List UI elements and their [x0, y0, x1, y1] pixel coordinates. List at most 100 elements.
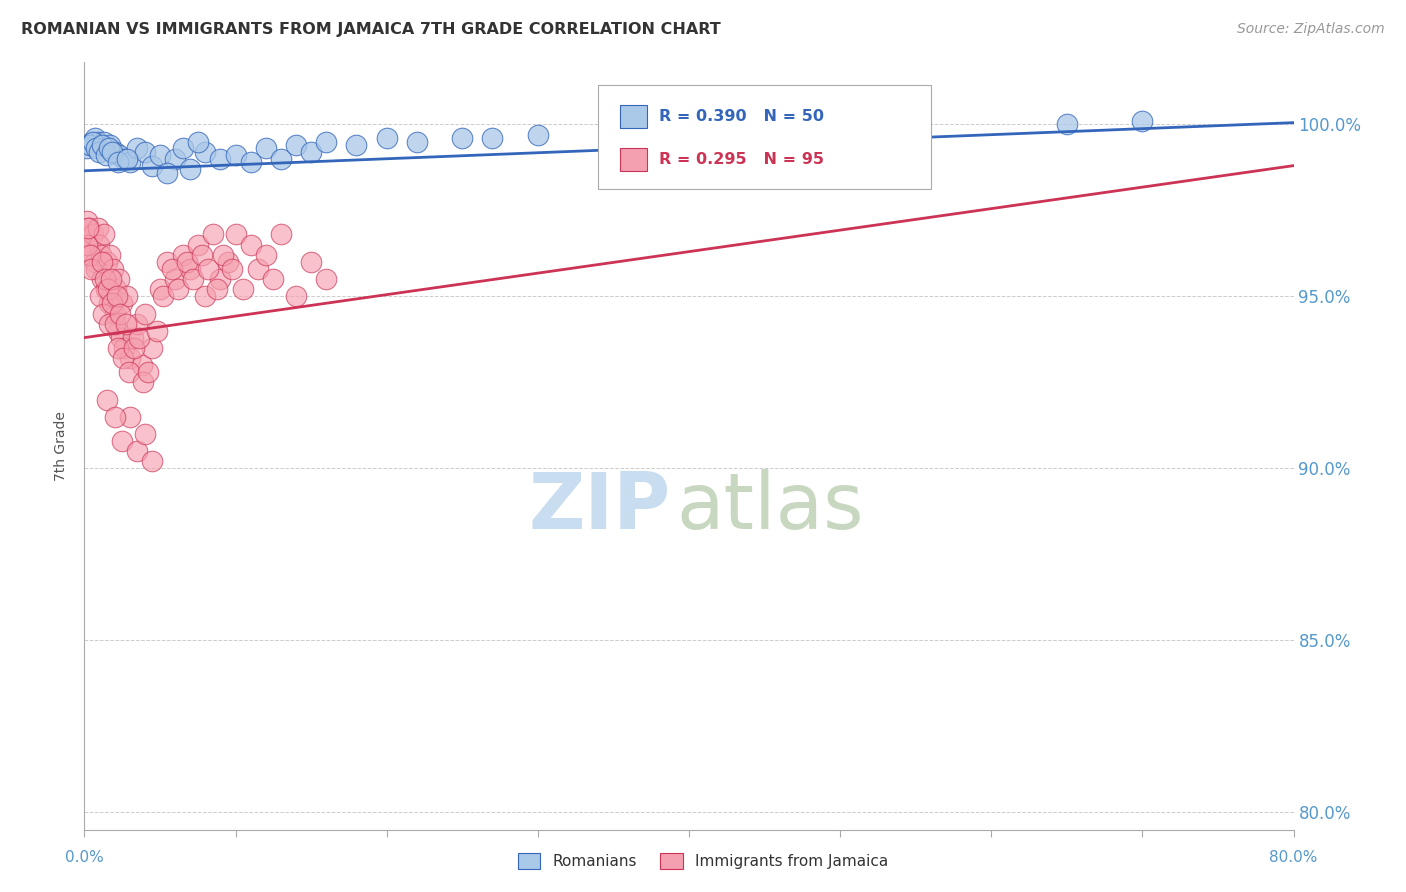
Point	[134, 145, 156, 159]
Point	[104, 145, 127, 159]
Point	[76, 213, 98, 227]
Point	[80, 261, 103, 276]
Point	[156, 255, 179, 269]
Point	[94, 272, 117, 286]
Point	[172, 141, 194, 155]
Point	[93, 227, 115, 242]
Point	[107, 324, 129, 338]
Text: Source: ZipAtlas.com: Source: ZipAtlas.com	[1237, 22, 1385, 37]
Point	[101, 261, 124, 276]
Point	[141, 454, 163, 468]
Point	[110, 331, 132, 345]
Point	[127, 317, 149, 331]
Point	[118, 365, 141, 379]
Point	[77, 220, 100, 235]
Point	[79, 248, 101, 262]
Point	[90, 138, 112, 153]
Point	[176, 255, 198, 269]
Point	[134, 427, 156, 442]
Point	[91, 138, 114, 153]
Text: 0.0%: 0.0%	[65, 850, 104, 865]
Point	[96, 141, 118, 155]
Point	[84, 255, 107, 269]
Point	[165, 272, 187, 286]
Point	[132, 376, 155, 390]
Point	[197, 261, 219, 276]
Point	[181, 272, 204, 286]
Point	[98, 317, 121, 331]
Point	[108, 148, 131, 162]
Point	[187, 237, 209, 252]
Point	[105, 283, 128, 297]
Point	[187, 135, 209, 149]
Point	[179, 261, 201, 276]
Point	[90, 255, 112, 269]
Point	[80, 135, 103, 149]
Point	[91, 307, 114, 321]
Point	[136, 365, 159, 379]
Point	[82, 227, 104, 242]
Point	[84, 131, 107, 145]
Text: ROMANIAN VS IMMIGRANTS FROM JAMAICA 7TH GRADE CORRELATION CHART: ROMANIAN VS IMMIGRANTS FROM JAMAICA 7TH …	[21, 22, 721, 37]
Point	[97, 283, 120, 297]
Point	[96, 255, 118, 269]
Point	[79, 237, 101, 252]
Point	[225, 148, 247, 162]
Point	[152, 289, 174, 303]
Point	[375, 131, 398, 145]
Point	[1132, 114, 1154, 128]
Point	[602, 131, 624, 145]
Point	[167, 283, 190, 297]
Point	[87, 135, 110, 149]
Text: R = 0.390   N = 50: R = 0.390 N = 50	[659, 110, 824, 124]
Point	[86, 141, 108, 155]
Point	[90, 248, 112, 262]
Text: 80.0%: 80.0%	[1270, 850, 1317, 865]
Point	[98, 138, 121, 153]
Point	[76, 237, 98, 252]
Point	[156, 165, 179, 179]
Y-axis label: 7th Grade: 7th Grade	[55, 411, 69, 481]
Point	[127, 444, 149, 458]
Point	[285, 289, 308, 303]
Point	[97, 141, 120, 155]
Point	[93, 135, 115, 149]
Point	[77, 220, 100, 235]
Point	[678, 128, 700, 142]
Point	[86, 261, 108, 276]
Point	[207, 283, 229, 297]
Point	[91, 272, 114, 286]
Point	[108, 272, 131, 286]
Point	[101, 296, 124, 310]
Point	[160, 261, 183, 276]
Point	[194, 289, 217, 303]
Point	[79, 138, 101, 153]
Point	[221, 261, 243, 276]
Point	[254, 248, 277, 262]
Point	[100, 145, 122, 159]
Point	[299, 145, 322, 159]
Point	[118, 351, 141, 366]
Point	[89, 145, 111, 159]
Point	[100, 289, 122, 303]
Point	[104, 307, 127, 321]
Point	[115, 317, 138, 331]
Point	[87, 220, 110, 235]
Point	[141, 159, 163, 173]
Point	[217, 255, 239, 269]
Point	[100, 272, 122, 286]
Point	[270, 152, 292, 166]
Point	[112, 152, 135, 166]
Point	[209, 272, 232, 286]
Point	[118, 409, 141, 424]
Point	[94, 283, 117, 297]
Point	[299, 255, 322, 269]
Point	[76, 141, 98, 155]
Point	[270, 227, 292, 242]
Point	[89, 289, 111, 303]
Point	[141, 341, 163, 355]
Point	[346, 138, 368, 153]
Point	[201, 227, 224, 242]
Point	[75, 227, 97, 242]
Point	[115, 289, 138, 303]
